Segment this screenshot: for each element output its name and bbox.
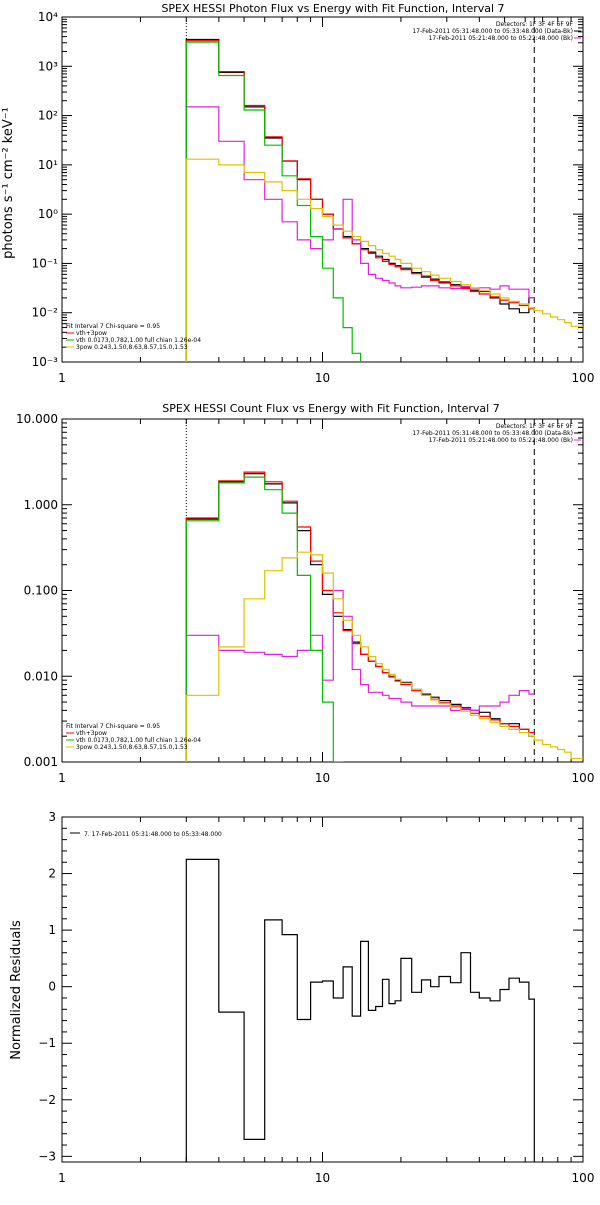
x-tick-label: 100 xyxy=(572,1171,595,1185)
legend-bottom-left-text: vth+3pow xyxy=(76,730,107,737)
x-tick-label: 1 xyxy=(58,371,66,385)
photon-flux-ylabel: photons s⁻¹ cm⁻² keV⁻¹ xyxy=(1,107,16,259)
y-tick-label: 10⁻² xyxy=(32,306,59,320)
legend-bottom-left-text: Fit Interval 7 Chi-square = 0.95 xyxy=(66,323,160,330)
legend-bottom-left-text: vth+3pow xyxy=(76,330,107,337)
x-tick-label: 1 xyxy=(58,1171,66,1185)
y-tick-label: 1.000 xyxy=(24,498,58,512)
count-flux-title: SPEX HESSI Count Flux vs Energy with Fit… xyxy=(162,402,499,415)
y-tick-label: 10⁻³ xyxy=(32,355,59,369)
series-line-7-17-feb-2011-05-31-48-000-to-05-33-48-000 xyxy=(185,858,535,1162)
legend-text: 7. 17-Feb-2011 05:31:48.000 to 05:33:48.… xyxy=(84,831,222,838)
photon-flux-title: SPEX HESSI Photon Flux vs Energy with Fi… xyxy=(161,2,504,15)
y-tick-label: 10² xyxy=(38,109,58,123)
legend-bottom-left-text: 3pow 0.243,1.50,8.63,8.57,15.0,1.53 xyxy=(76,744,188,751)
y-tick-label: 0.100 xyxy=(24,584,58,598)
y-tick-label: 3 xyxy=(48,810,56,824)
count-flux-panel: SPEX HESSI Count Flux vs Energy with Fit… xyxy=(16,402,594,785)
y-tick-label: 10⁰ xyxy=(38,207,58,221)
x-tick-label: 10 xyxy=(315,771,330,785)
y-tick-label: 0.010 xyxy=(24,669,58,683)
legend-top-right-text: 17-Feb-2011 05:31:48.000 to 05:33:48.000… xyxy=(412,430,573,437)
series-group xyxy=(185,858,535,1162)
legend-bottom-left-text: 3pow 0.243,1.50,8.63,8.57,15.0,1.53 xyxy=(76,344,188,351)
legend-top-right-text: Detectors: 1F 3F 4F 6F 9F xyxy=(496,423,574,430)
photon-flux-panel: SPEX HESSI Photon Flux vs Energy with Fi… xyxy=(1,2,594,385)
residuals-ylabel: Normalized Residuals xyxy=(9,920,24,1060)
plot-frame xyxy=(61,16,584,363)
x-tick-label: 100 xyxy=(572,371,595,385)
legend-top-right-text: 17-Feb-2011 05:21:48.000 to 05:22:48.000… xyxy=(429,35,573,42)
y-tick-label: 10⁴ xyxy=(38,10,58,24)
series-line-data-bk xyxy=(185,38,535,362)
residuals-panel: Normalized Residuals 1 10 100 −3 −2 −1 0 1 2 3 7. … xyxy=(9,810,594,1185)
y-tick-label: 0 xyxy=(48,980,56,994)
series-group xyxy=(185,471,583,762)
series-line-vth-3pow xyxy=(185,471,535,762)
y-tick-label: 10¹ xyxy=(38,158,58,172)
x-tick-label: 10 xyxy=(315,1171,330,1185)
series-line-data-bk xyxy=(185,473,535,762)
legend-bottom-left-text: vth 0.0173,0.782,1.00 full chian 1.26e-0… xyxy=(76,737,201,744)
y-tick-label: −2 xyxy=(38,1093,56,1107)
series-line-3pow xyxy=(185,551,583,762)
y-tick-label: 1 xyxy=(48,923,56,937)
y-tick-label: −3 xyxy=(38,1149,56,1163)
y-tick-label: 10⁻¹ xyxy=(32,256,59,270)
legend-top-right-text: Detectors: 1F 3F 4F 6F 9F xyxy=(496,21,574,28)
x-tick-label: 1 xyxy=(58,771,66,785)
y-tick-label: 10³ xyxy=(38,59,58,73)
x-tick-label: 100 xyxy=(572,771,595,785)
series-line-vth xyxy=(185,41,362,362)
y-tick-label: 0.001 xyxy=(24,755,58,769)
series-line-bk xyxy=(185,589,535,762)
legend-top-right-text: 17-Feb-2011 05:21:48.000 to 05:22:48.000… xyxy=(429,437,573,444)
legend-bottom-left-text: vth 0.0173,0.782,1.00 full chian 1.26e-0… xyxy=(76,337,201,344)
legend-top-right-text: 17-Feb-2011 05:31:48.000 to 05:33:48.000… xyxy=(412,28,573,35)
y-tick-label: −1 xyxy=(38,1036,56,1050)
y-tick-label: 10.000 xyxy=(16,412,58,426)
series-group xyxy=(185,38,583,362)
legend-bottom-left-text: Fit Interval 7 Chi-square = 0.95 xyxy=(66,723,160,730)
series-line-vth-3pow xyxy=(185,40,535,362)
series-line-3pow xyxy=(185,158,583,362)
series-line-vth xyxy=(185,476,344,762)
x-tick-label: 10 xyxy=(315,371,330,385)
y-tick-label: 2 xyxy=(48,867,56,881)
